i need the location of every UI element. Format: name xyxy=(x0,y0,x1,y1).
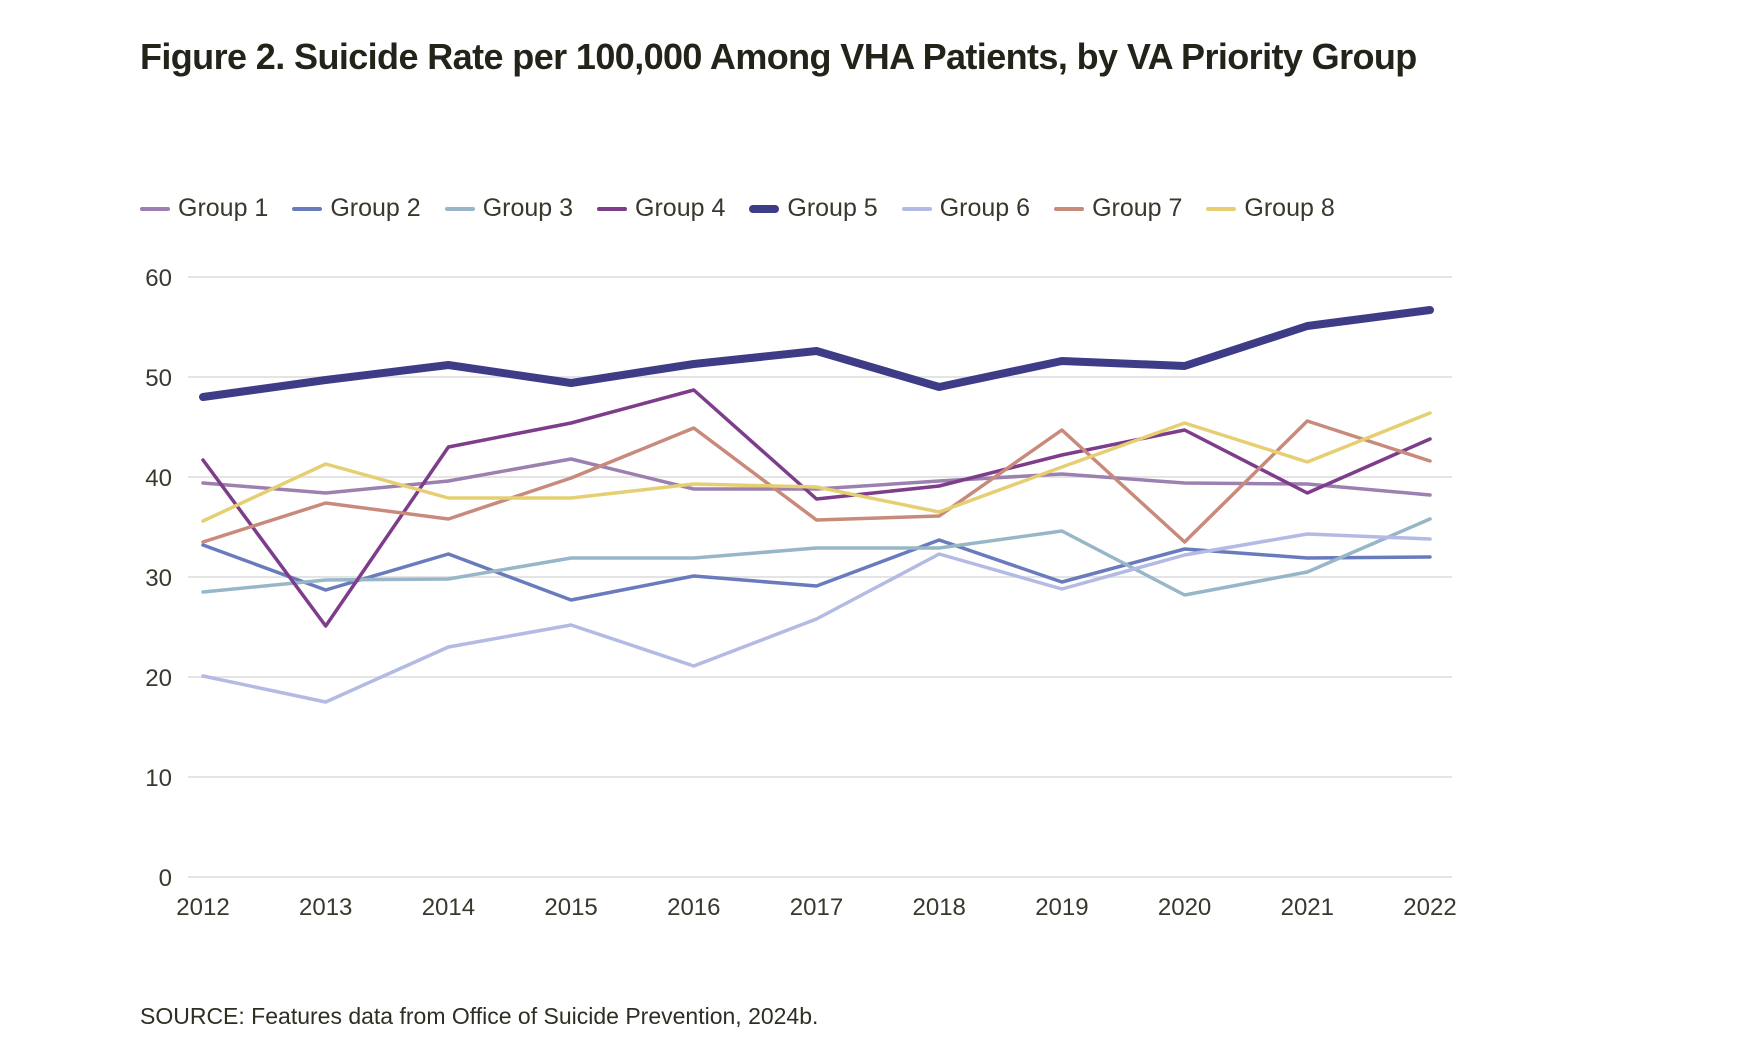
legend-swatch xyxy=(140,206,170,211)
legend-label: Group 4 xyxy=(635,194,726,222)
legend-label: Group 6 xyxy=(939,194,1031,222)
legend-item: Group 8 xyxy=(1206,194,1335,223)
y-tick-label: 30 xyxy=(145,565,172,592)
chart-title: Figure 2. Suicide Rate per 100,000 Among… xyxy=(140,36,1417,77)
chart-legend: Group 1 Group 2 Group 3 Group 4 Group 5 Group… xyxy=(140,194,1359,223)
x-tick-label: 2020 xyxy=(1158,894,1211,921)
legend-swatch xyxy=(1206,206,1237,211)
legend-label: Group 2 xyxy=(330,194,421,222)
legend-label: Group 8 xyxy=(1244,194,1335,222)
series-lines xyxy=(199,306,1434,704)
legend-swatch xyxy=(901,206,932,211)
legend-item: Group 4 xyxy=(597,194,725,223)
series-line-group-5 xyxy=(199,306,1434,401)
x-tick-label: 2016 xyxy=(667,894,720,921)
series-line-group-3 xyxy=(201,517,1432,597)
y-tick-label: 10 xyxy=(145,765,172,792)
legend-item: Group 6 xyxy=(901,194,1031,223)
x-tick-label: 2021 xyxy=(1281,894,1334,921)
x-tick-label: 2015 xyxy=(544,894,597,921)
series-line-group-4 xyxy=(201,388,1432,628)
legend-swatch xyxy=(444,206,475,211)
y-tick-label: 0 xyxy=(159,865,172,892)
y-axis-ticks: 0 10 20 30 40 50 60 xyxy=(145,265,172,892)
x-axis-ticks: 2012 2013 2014 2015 2016 2017 2018 2019 2020 2021… xyxy=(176,894,1456,921)
legend-label: Group 7 xyxy=(1092,194,1183,222)
legend-swatch xyxy=(749,204,780,213)
legend-label: Group 5 xyxy=(787,194,878,222)
y-tick-label: 20 xyxy=(145,665,172,692)
legend-item: Group 2 xyxy=(292,194,421,223)
legend-label: Group 1 xyxy=(178,194,269,222)
legend-swatch xyxy=(1054,206,1085,211)
x-tick-label: 2017 xyxy=(790,894,843,921)
legend-item: Group 7 xyxy=(1054,194,1182,223)
y-tick-label: 60 xyxy=(145,265,172,292)
series-line-group-7 xyxy=(201,419,1432,544)
series-line-group-2 xyxy=(201,538,1432,602)
source-note: SOURCE: Features data from Office of Sui… xyxy=(140,1003,819,1029)
legend-item: Group 1 xyxy=(140,194,268,223)
legend-swatch xyxy=(597,206,628,211)
y-tick-label: 40 xyxy=(145,465,172,492)
legend-item: Group 5 xyxy=(749,194,878,223)
y-tick-label: 50 xyxy=(145,365,172,392)
x-tick-label: 2014 xyxy=(422,894,475,921)
x-tick-label: 2012 xyxy=(176,894,229,921)
legend-item: Group 3 xyxy=(444,194,574,223)
gridlines xyxy=(188,276,1452,878)
series-line-group-8 xyxy=(201,411,1432,523)
x-tick-label: 2019 xyxy=(1035,894,1088,921)
x-tick-label: 2018 xyxy=(913,894,966,921)
x-tick-label: 2022 xyxy=(1403,894,1456,921)
x-tick-label: 2013 xyxy=(299,894,352,921)
legend-label: Group 3 xyxy=(482,194,574,222)
legend-swatch xyxy=(292,206,323,211)
series-line-group-6 xyxy=(201,532,1432,704)
